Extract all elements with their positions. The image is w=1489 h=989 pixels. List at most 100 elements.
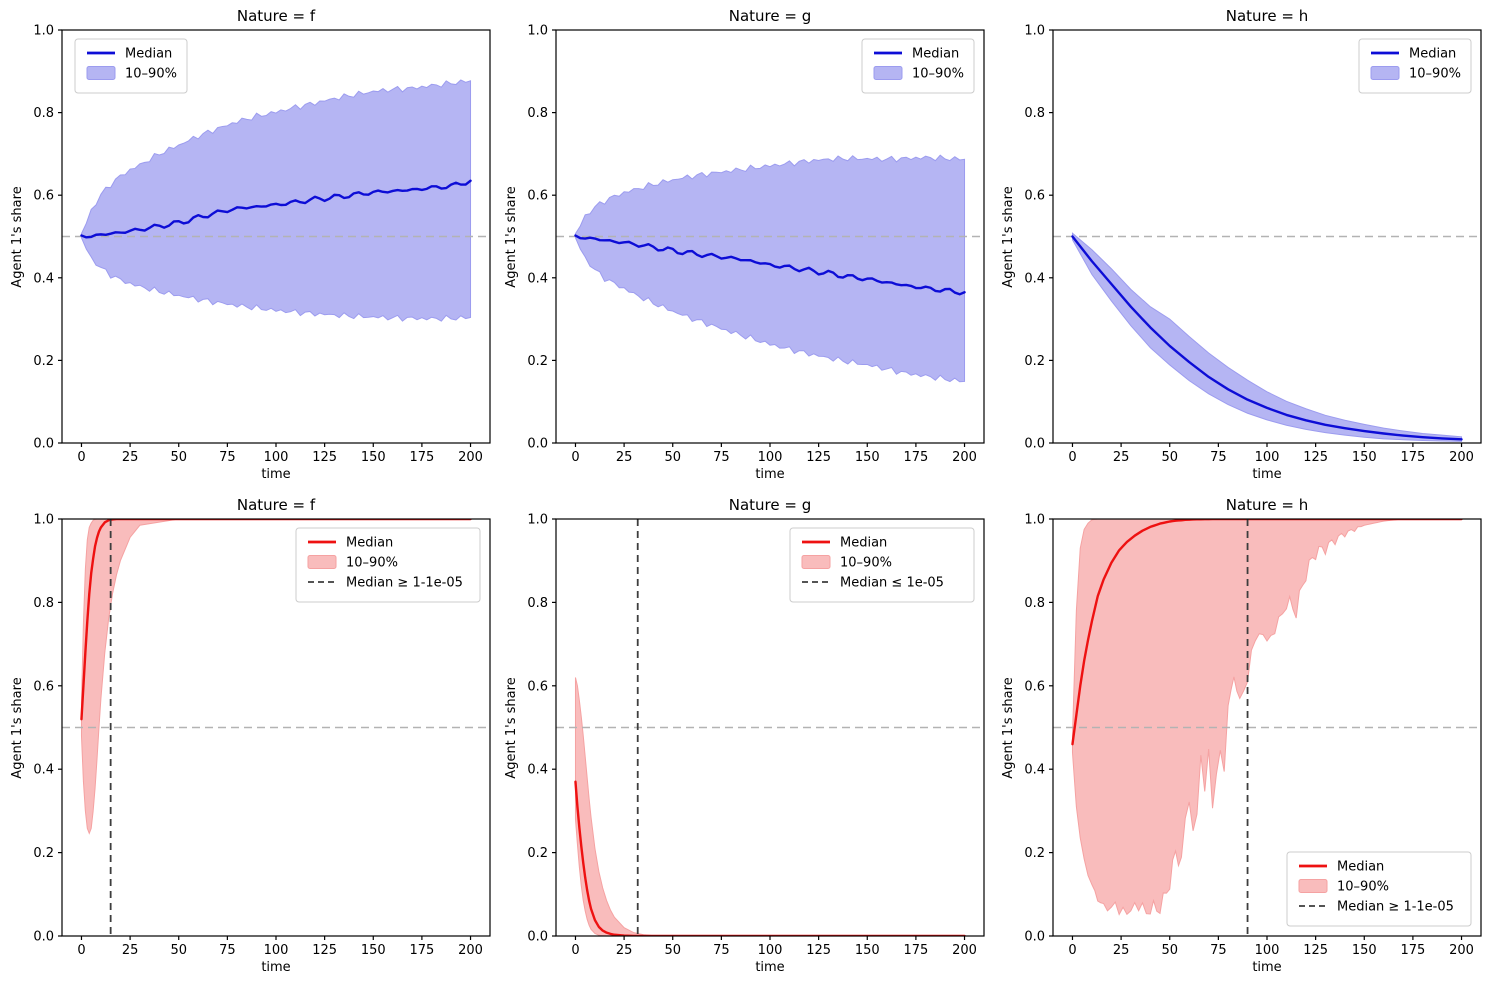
- svg-text:0.4: 0.4: [1024, 763, 1045, 778]
- svg-text:25: 25: [122, 450, 139, 465]
- svg-text:25: 25: [122, 943, 139, 958]
- svg-text:125: 125: [806, 450, 831, 465]
- x-axis-label: time: [755, 960, 785, 975]
- svg-text:0.2: 0.2: [33, 846, 54, 861]
- y-axis-label: Agent 1's share: [1001, 185, 1016, 288]
- legend-label: Median: [912, 47, 959, 62]
- svg-text:25: 25: [616, 450, 633, 465]
- median-line-f-top: [80, 179, 472, 239]
- svg-text:1.0: 1.0: [1024, 24, 1045, 39]
- y-axis-ticks-f-bottom: 0.0 0.2 0.4 0.6 0.8 1.0: [33, 513, 62, 945]
- svg-text:100: 100: [758, 450, 783, 465]
- y-axis-label: Agent 1's share: [504, 185, 519, 288]
- svg-text:150: 150: [361, 450, 386, 465]
- panel-f-top: 0 25 50 75 100 125 150 175 200 0.0 0.2 0.4 0.6 0.8 1.0…: [33, 24, 491, 465]
- median-line-g-bottom: [574, 780, 966, 936]
- y-axis-label: Agent 1's share: [10, 676, 25, 779]
- svg-text:75: 75: [219, 450, 236, 465]
- legend-label: 10–90%: [346, 556, 398, 571]
- y-axis-ticks-h-top: 0.0 0.2 0.4 0.6 0.8 1.0: [1024, 24, 1053, 452]
- svg-text:175: 175: [1400, 943, 1425, 958]
- band-10-90-f-top: [80, 79, 472, 322]
- band-10-90-h-bottom: [1071, 519, 1462, 916]
- legend-label: 10–90%: [125, 67, 177, 82]
- svg-text:0: 0: [1068, 450, 1076, 465]
- svg-text:175: 175: [903, 450, 928, 465]
- svg-text:25: 25: [616, 943, 633, 958]
- legend-label: Median: [346, 536, 393, 551]
- svg-text:0.4: 0.4: [1024, 271, 1045, 286]
- y-axis-label: Agent 1's share: [504, 676, 519, 779]
- svg-text:25: 25: [1113, 943, 1130, 958]
- panel-title-h-top: Nature = h: [1225, 7, 1309, 25]
- svg-text:50: 50: [664, 450, 681, 465]
- legend-label: Median: [840, 536, 887, 551]
- median-line-h-bottom: [1071, 519, 1463, 746]
- svg-text:0.4: 0.4: [33, 271, 54, 286]
- legend-band-patch-sample: [873, 66, 903, 80]
- y-axis-ticks-h-bottom: 0.0 0.2 0.4 0.6 0.8 1.0: [1024, 513, 1053, 945]
- svg-text:0.0: 0.0: [527, 930, 548, 945]
- y-axis-label: Agent 1's share: [10, 185, 25, 288]
- svg-text:150: 150: [1352, 943, 1377, 958]
- svg-text:75: 75: [219, 943, 236, 958]
- svg-text:0.4: 0.4: [527, 763, 548, 778]
- y-axis-ticks-g-top: 0.0 0.2 0.4 0.6 0.8 1.0: [527, 24, 556, 452]
- legend-label: Median: [1409, 47, 1456, 62]
- x-axis-ticks-g-top: 0 25 50 75 100 125 150 175 200: [571, 443, 977, 465]
- svg-text:0.0: 0.0: [33, 930, 54, 945]
- svg-text:125: 125: [806, 943, 831, 958]
- svg-text:125: 125: [1303, 943, 1328, 958]
- svg-text:0.2: 0.2: [1024, 354, 1045, 369]
- svg-text:200: 200: [952, 450, 977, 465]
- median-line-h-top: [1071, 235, 1463, 441]
- x-axis-ticks-g-bottom: 0 25 50 75 100 125 150 175 200: [571, 936, 977, 958]
- svg-text:75: 75: [713, 943, 730, 958]
- svg-text:0: 0: [77, 450, 85, 465]
- panel-title-g-bottom: Nature = g: [728, 496, 812, 514]
- x-axis-label: time: [755, 467, 785, 482]
- svg-text:0.8: 0.8: [527, 596, 548, 611]
- panel-title-h-bottom: Nature = h: [1225, 496, 1309, 514]
- svg-text:0.6: 0.6: [33, 189, 54, 204]
- legend-label: Median ≥ 1-1e-05: [346, 576, 463, 591]
- legend-h-top: Median 10–90%: [1358, 38, 1472, 94]
- panel-title-g-top: Nature = g: [728, 7, 812, 25]
- svg-text:0.8: 0.8: [33, 596, 54, 611]
- legend-box-h-bottom: [1286, 851, 1472, 927]
- legend-label: Median: [125, 47, 172, 62]
- band-10-90-g-bottom: [574, 677, 965, 936]
- svg-text:200: 200: [1449, 943, 1474, 958]
- x-axis-ticks-h-top: 0 25 50 75 100 125 150 175 200: [1068, 443, 1474, 465]
- svg-text:150: 150: [855, 943, 880, 958]
- svg-text:175: 175: [1400, 450, 1425, 465]
- svg-text:150: 150: [855, 450, 880, 465]
- svg-text:0.0: 0.0: [1024, 437, 1045, 452]
- y-axis-ticks-g-bottom: 0.0 0.2 0.4 0.6 0.8 1.0: [527, 513, 556, 945]
- svg-text:75: 75: [1210, 450, 1227, 465]
- svg-text:1.0: 1.0: [527, 24, 548, 39]
- svg-text:100: 100: [264, 943, 289, 958]
- svg-text:0.2: 0.2: [527, 354, 548, 369]
- svg-text:0.8: 0.8: [527, 106, 548, 121]
- panel-title-f-top: Nature = f: [236, 7, 316, 25]
- svg-text:0.0: 0.0: [1024, 930, 1045, 945]
- svg-text:75: 75: [713, 450, 730, 465]
- svg-text:200: 200: [458, 943, 483, 958]
- x-axis-label: time: [1252, 960, 1282, 975]
- y-axis-label: Agent 1's share: [1001, 676, 1016, 779]
- legend-band-patch-sample: [1370, 66, 1400, 80]
- svg-text:150: 150: [1352, 450, 1377, 465]
- median-line-f-bottom: [80, 519, 472, 721]
- legend-g-bottom: Median 10–90% Median ≤ 1e-05: [789, 527, 975, 603]
- legend-label: 10–90%: [912, 67, 964, 82]
- svg-text:50: 50: [664, 943, 681, 958]
- legend-label: 10–90%: [1337, 880, 1389, 895]
- svg-text:0.8: 0.8: [33, 106, 54, 121]
- svg-text:50: 50: [1161, 943, 1178, 958]
- svg-text:0: 0: [77, 943, 85, 958]
- svg-text:0.0: 0.0: [33, 437, 54, 452]
- svg-text:100: 100: [1255, 943, 1280, 958]
- svg-text:200: 200: [1449, 450, 1474, 465]
- svg-text:1.0: 1.0: [527, 513, 548, 528]
